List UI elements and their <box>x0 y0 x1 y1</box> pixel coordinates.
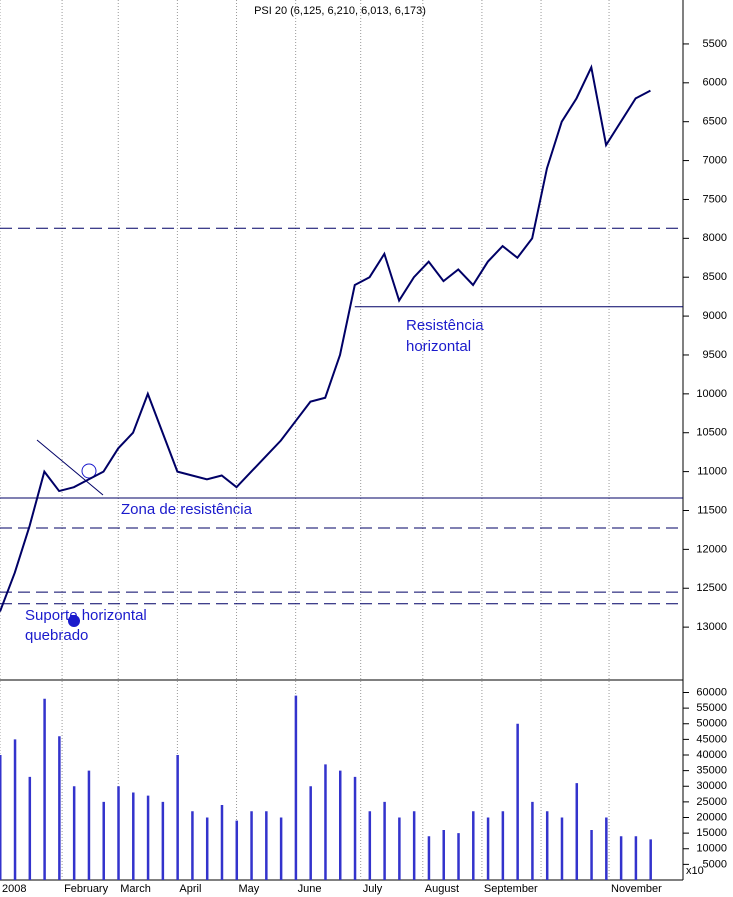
volume-bar <box>13 739 17 880</box>
y-tick-label: 9000 <box>703 310 727 322</box>
annotation: horizontal <box>406 338 471 355</box>
y2-tick-label: 60000 <box>696 686 727 698</box>
volume-bar <box>87 770 91 880</box>
volume-bar <box>324 764 327 880</box>
volume-bar <box>472 811 475 880</box>
annotation: Suporte horizontal <box>25 607 147 624</box>
y-tick-label: 6500 <box>703 116 727 128</box>
volume-bar <box>575 783 579 880</box>
volume-bar <box>560 817 564 880</box>
volume-bar <box>102 801 105 880</box>
x-tick-label: August <box>425 883 459 895</box>
volume-bar <box>619 836 623 880</box>
volume-bar <box>368 811 372 880</box>
volume-bar <box>442 830 445 880</box>
volume-bar <box>132 792 135 880</box>
y-tick-label: 9500 <box>703 349 727 361</box>
volume-bar <box>250 811 253 880</box>
volume-bar <box>398 817 401 880</box>
volume-bar <box>383 801 386 880</box>
x-tick-label: April <box>179 883 201 895</box>
volume-bar <box>531 801 534 880</box>
volume-bar <box>649 839 652 880</box>
volume-bar <box>309 786 312 880</box>
y-tick-label: 11500 <box>697 504 727 516</box>
x-tick-label: July <box>363 883 383 895</box>
volume-bar <box>58 736 61 880</box>
x-tick-label: 2008 <box>2 883 26 895</box>
volume-bar <box>545 811 549 880</box>
volume-bar <box>220 805 224 880</box>
volume-bar <box>427 836 431 880</box>
y2-tick-label: 50000 <box>696 718 727 730</box>
volume-bar <box>457 833 460 880</box>
volume-bar <box>146 795 150 880</box>
x-tick-label: September <box>484 883 538 895</box>
annotation: Resistência <box>406 317 484 334</box>
annotation: Zona de resistência <box>121 501 253 518</box>
y-tick-label: 11000 <box>697 466 727 478</box>
price-line <box>0 64 651 612</box>
volume-bar <box>516 723 519 880</box>
y-tick-label: 5500 <box>703 38 727 50</box>
volume-bar <box>412 811 416 880</box>
x-tick-label: February <box>64 883 109 895</box>
y2-tick-label: 5000 <box>703 858 727 870</box>
x-tick-label: November <box>611 883 662 895</box>
volume-bar <box>161 801 165 880</box>
volume-bar <box>0 755 2 880</box>
volume-bar <box>191 811 194 880</box>
volume-bar <box>486 817 490 880</box>
volume-bar <box>205 817 209 880</box>
y-tick-label: 10500 <box>696 427 727 439</box>
y-tick-label: 12000 <box>696 543 727 555</box>
volume-bar <box>43 698 46 880</box>
volume-bar <box>176 755 179 880</box>
volume-bar <box>28 776 32 880</box>
volume-bar <box>265 811 268 880</box>
volume-bar <box>294 695 298 880</box>
volume-bar <box>590 830 593 880</box>
y2-tick-label: 25000 <box>696 796 727 808</box>
y-tick-label: 10000 <box>696 388 727 400</box>
y-tick-label: 13000 <box>696 621 727 633</box>
y2-tick-label: 15000 <box>696 827 727 839</box>
volume-bar <box>279 817 283 880</box>
y2-tick-label: 10000 <box>696 843 727 855</box>
y-tick-label: 6000 <box>703 77 727 89</box>
icon <box>68 615 80 627</box>
y2-tick-label: 30000 <box>696 780 727 792</box>
y2-tick-label: 55000 <box>696 702 727 714</box>
icon <box>81 463 97 479</box>
y-tick-label: 7000 <box>703 154 727 166</box>
y-tick-label: 8000 <box>703 232 727 244</box>
volume-bar <box>117 786 120 880</box>
y-tick-label: 7500 <box>703 193 727 205</box>
volume-bar <box>72 786 76 880</box>
x-tick-label: March <box>120 883 151 895</box>
volume-bar <box>501 811 505 880</box>
y2-tick-label: 20000 <box>696 811 727 823</box>
chart-title: PSI 20 (6,125, 6,210, 6,013, 6,173) <box>254 5 426 17</box>
volume-unit: x10 <box>686 865 704 877</box>
y2-tick-label: 45000 <box>696 733 727 745</box>
volume-bar <box>339 770 342 880</box>
annotation: quebrado <box>25 627 88 644</box>
volume-bar <box>235 820 239 880</box>
volume-bar <box>605 817 608 880</box>
x-tick-label: June <box>298 883 322 895</box>
x-tick-label: May <box>239 883 260 895</box>
y2-tick-label: 40000 <box>696 749 727 761</box>
volume-bar <box>353 776 357 880</box>
y2-tick-label: 35000 <box>696 765 727 777</box>
y-tick-label: 8500 <box>703 271 727 283</box>
volume-bar <box>634 836 638 880</box>
trend-line <box>36 439 104 496</box>
y-tick-label: 12500 <box>696 582 727 594</box>
